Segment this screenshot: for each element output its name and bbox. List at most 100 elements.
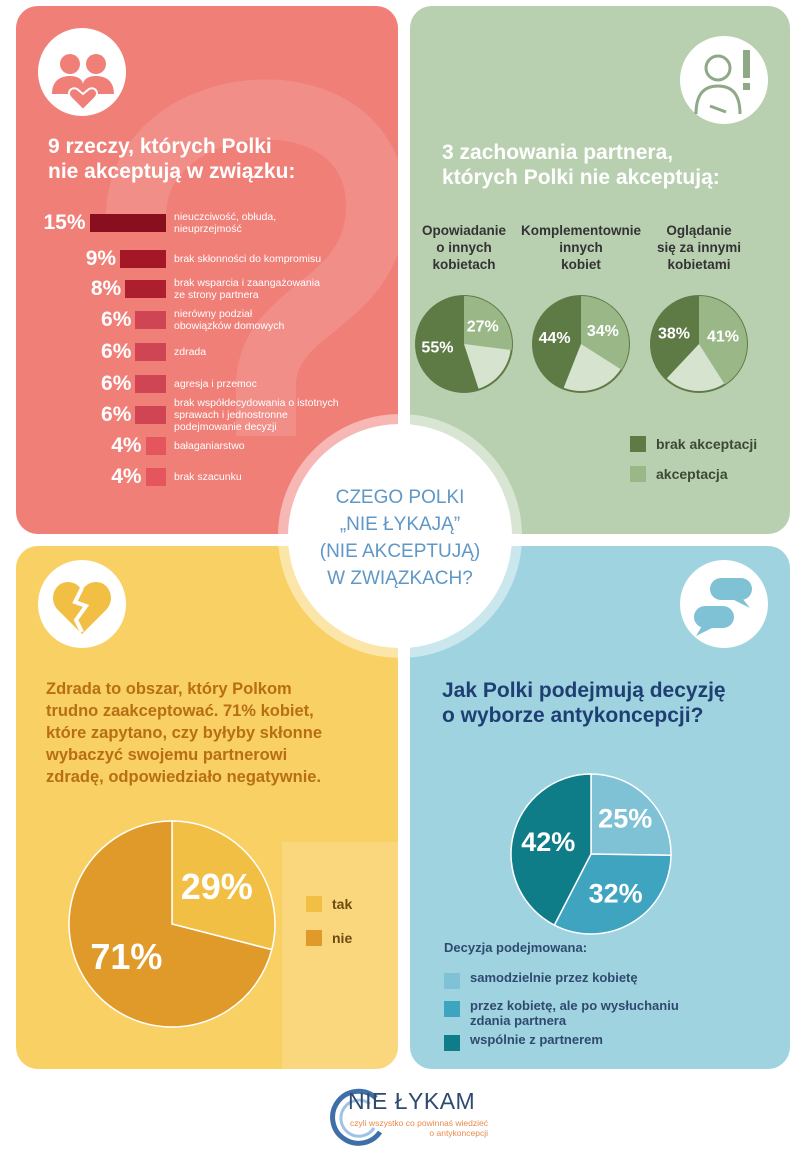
panel1-title-line2: nie akceptują w związku: [48, 160, 296, 184]
pie-slice-akceptacja [581, 296, 630, 370]
pie-value-label: 55% [421, 339, 453, 356]
legend-swatch [444, 973, 460, 989]
bar [135, 406, 166, 424]
legend-title: Decyzja podejmowana: [444, 940, 588, 955]
legend-label: akceptacja [656, 466, 728, 482]
nie-lykam-logo: NIE ŁYKAM czyli wszystko co powinnaś wie… [326, 1086, 496, 1150]
pie-caption-line: Komplementownie [520, 223, 641, 238]
legend-label-line: zdania partnera [470, 1013, 567, 1028]
pie-caption-line: kobietach [432, 257, 496, 272]
legend-swatch [444, 1001, 460, 1017]
pie-slice-brak-akceptacji [532, 296, 581, 389]
bar [135, 343, 166, 361]
bar-category-label: nierówny podział obowiązków domowych [174, 308, 389, 332]
bar-value-label: 6% [101, 403, 132, 426]
bar-category-label-line: brak skłonności do kompromisu [174, 253, 322, 265]
panel2-title-line2: których Polki nie akceptują: [442, 166, 720, 190]
bar [145, 437, 166, 455]
pie-caption-line: kobiet [561, 257, 601, 272]
bar-row: 15% nieuczciwość, obłuda, nieuprzejmość [16, 211, 396, 235]
pie-slice-brak-akceptacji [650, 296, 699, 379]
pie-value-label: 29% [181, 866, 253, 907]
behaviour-pie-chart: 38% 41% [650, 295, 748, 393]
behaviour-pie-chart: 44% 34% [532, 295, 630, 393]
panel4-title-line2: o wyborze antykoncepcji? [442, 704, 704, 728]
bar-category-label: brak skłonności do kompromisu [174, 253, 389, 265]
bar [89, 214, 166, 232]
bar-value-label: 4% [111, 434, 142, 457]
contraception-pie-chart: 25% 32% 42% [510, 773, 672, 935]
bar-category-label-line: zdrada [174, 346, 207, 358]
legend-label: samodzielnie przez kobietę [470, 970, 770, 985]
bar-category-label: zdrada [174, 346, 389, 358]
pie-caption-line: innych [559, 240, 603, 255]
legend-label: tak [332, 896, 353, 912]
bar-category-label-line: bałaganiarstwo [174, 440, 245, 452]
legend-swatch [306, 930, 322, 946]
infidelity-paragraph: Zdrada to obszar, który Polkom trudno za… [46, 678, 322, 788]
legend-label: nie [332, 930, 353, 946]
pie-value-label: 27% [467, 319, 499, 336]
bar-value-label: 6% [101, 340, 132, 363]
legend-swatch [306, 896, 322, 912]
pie-value-label: 38% [658, 325, 690, 342]
question-mark-watermark [106, 79, 398, 436]
bar-value-label: 8% [90, 277, 122, 300]
bar-category-label: nieuczciwość, obłuda, nieuprzejmość [174, 211, 389, 235]
pie-caption-line: się za innymi [656, 240, 742, 255]
paragraph-line: trudno zaakceptować. 71% kobiet, [46, 702, 314, 720]
panel-infidelity: Zdrada to obszar, który Polkom trudno za… [16, 546, 398, 1069]
pie-value-label: 34% [587, 323, 619, 340]
pie-caption: Oglądanie się za innymi kobietami [636, 222, 762, 273]
bar [125, 280, 166, 298]
center-line: „NIE ŁYKAJĄ” [339, 514, 461, 535]
center-line: CZEGO POLKI [335, 487, 465, 508]
pie-value-label: 71% [90, 936, 162, 977]
bar-category-label-line: nieuprzejmość [174, 223, 242, 235]
bar-value-label: 6% [101, 308, 132, 331]
panel2-title-line1: 3 zachowania partnera, [442, 141, 674, 164]
panel-relationship-dealbreakers: 9 rzeczy, których Polki nie akceptują w … [16, 6, 398, 534]
couple-heart-icon [38, 28, 126, 116]
panel-contraception-decision: Jak Polki podejmują decyzję o wyborze an… [410, 546, 790, 1069]
pie-slice-brak-akceptacji [415, 296, 479, 392]
bar-row: 6% agresja i przemoc [16, 372, 396, 396]
bar-row: 6% zdrada [16, 340, 396, 364]
behaviour-pie-chart: 55% 27% [415, 295, 513, 393]
speech-bubbles-icon [680, 560, 768, 648]
center-line: (NIE AKCEPTUJĄ) [319, 541, 481, 562]
center-question-circle: CZEGO POLKI „NIE ŁYKAJĄ” (NIE AKCEPTUJĄ)… [288, 424, 512, 648]
bar [120, 250, 166, 268]
legend-swatch [630, 466, 646, 482]
bar-category-label-line: nieuczciwość, obłuda, [174, 211, 277, 223]
paragraph-line: które zapytano, czy byłyby skłonne [46, 724, 323, 742]
panel2-title: 3 zachowania partnera, których Polki nie… [442, 140, 720, 190]
panel1-title-line1: 9 rzeczy, których Polki [48, 135, 272, 158]
pie-value-label: 41% [707, 328, 739, 345]
center-line: W ZWIĄZKACH? [327, 568, 473, 589]
pie-slice-wspolnie [510, 773, 592, 927]
bar-value-label: 15% [43, 211, 86, 234]
person-exclamation-icon [680, 36, 768, 124]
bar-row: 6% nierówny podział obowiązków domowych [16, 308, 396, 332]
bar-category-label-line: sprawach i jednostronne [174, 409, 288, 421]
legend-label: przez kobietę, ale po wysłuchaniu zdania … [470, 998, 770, 1028]
bar-row: 4% bałaganiarstwo [16, 434, 396, 458]
logo-tagline-line: czyli wszystko co powinnaś wiedzieć [350, 1118, 488, 1128]
bar-category-label-line: brak współdecydowania o istotnych [174, 397, 339, 409]
legend-label-line: przez kobietę, ale po wysłuchaniu [470, 998, 679, 1013]
legend-label-line: wspólnie z partnerem [470, 1032, 603, 1047]
pie-caption-line: Opowiadanie [421, 223, 506, 238]
pie-slice-akceptacja [464, 296, 512, 351]
pie-caption: Opowiadanie o innych kobietach [410, 222, 527, 273]
pie-value-label: 42% [521, 827, 575, 857]
panel-partner-behaviours: 3 zachowania partnera, których Polki nie… [410, 6, 790, 534]
bar-value-label: 4% [111, 465, 142, 488]
bar-category-label-line: brak wsparcia i zaangażowania [174, 277, 320, 289]
bar-category-label-line: ze strony partnera [174, 289, 259, 301]
paragraph-line: wybaczyć swojemu partnerowi [46, 746, 288, 764]
pie-slice-akceptacja [699, 296, 748, 385]
center-question: CZEGO POLKI „NIE ŁYKAJĄ” (NIE AKCEPTUJĄ)… [288, 484, 512, 592]
broken-heart-icon [38, 560, 126, 648]
logo-name: NIE ŁYKAM [348, 1088, 476, 1114]
